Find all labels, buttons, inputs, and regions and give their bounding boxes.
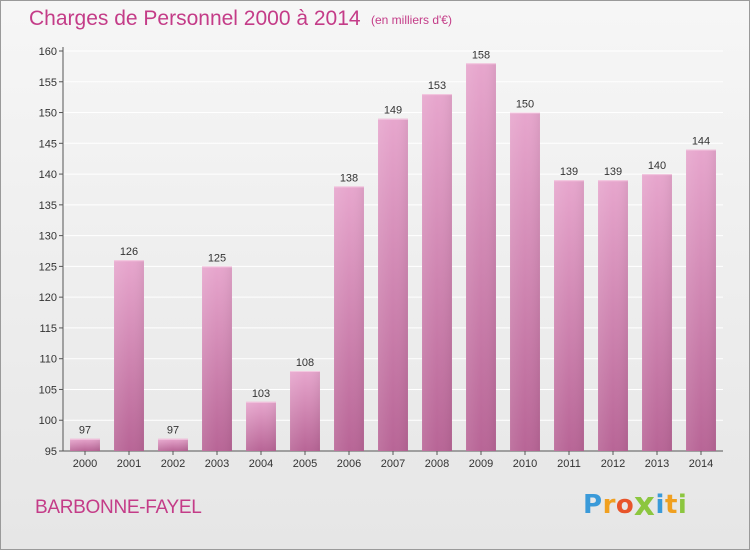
bar-shine xyxy=(158,438,188,451)
x-tick-label: 2008 xyxy=(425,458,449,470)
value-label: 138 xyxy=(340,172,358,184)
chart-title: Charges de Personnel 2000 à 2014 xyxy=(29,7,361,30)
y-tick-label: 95 xyxy=(45,446,57,458)
bar-shine xyxy=(642,174,672,452)
y-tick-label: 155 xyxy=(39,77,57,89)
value-label: 140 xyxy=(648,160,666,172)
tick-labels: 95 100 105 110 115 120 125 130 135 140 145 150 155 16… xyxy=(39,46,714,470)
logo-letter: i xyxy=(677,490,688,520)
chart-subtitle: (en milliers d'€) xyxy=(371,13,452,27)
y-tick-label: 160 xyxy=(39,46,57,58)
logo-letter: o xyxy=(615,490,635,520)
value-label: 97 xyxy=(167,425,179,437)
value-labels: 97 126 97 125 103 108 138 149 153 158 150 139 139 140… xyxy=(79,49,710,436)
x-tick-label: 2010 xyxy=(513,458,537,470)
x-tick-label: 2004 xyxy=(249,458,273,470)
value-label: 103 xyxy=(252,388,270,400)
y-tick-label: 110 xyxy=(39,354,57,366)
bar-shine xyxy=(510,112,540,452)
bar-shine xyxy=(686,149,716,451)
value-label: 150 xyxy=(516,99,534,111)
bars xyxy=(70,63,716,452)
value-label: 139 xyxy=(560,166,578,178)
x-tick-label: 2007 xyxy=(381,458,405,470)
y-tick-label: 150 xyxy=(39,108,57,120)
value-label: 125 xyxy=(208,252,226,264)
y-tick-label: 120 xyxy=(39,292,57,304)
place-name: BARBONNE-FAYEL xyxy=(35,497,202,518)
x-tick-label: 2014 xyxy=(689,458,713,470)
x-tick-label: 2002 xyxy=(161,458,185,470)
logo-letter: P xyxy=(583,490,603,520)
bar-shine xyxy=(378,118,408,451)
value-label: 97 xyxy=(79,425,91,437)
logo-letter: r xyxy=(602,490,616,520)
logo-letter: i xyxy=(655,490,665,520)
bar-shine xyxy=(422,94,452,452)
logo-letter: x xyxy=(634,486,656,524)
x-tick-label: 2001 xyxy=(117,458,141,470)
value-label: 144 xyxy=(692,135,710,147)
value-label: 139 xyxy=(604,166,622,178)
x-tick-label: 2005 xyxy=(293,458,317,470)
bar-shine xyxy=(334,186,364,451)
proxiti-logo: Proxiti xyxy=(583,486,688,524)
value-label: 126 xyxy=(120,246,138,258)
y-tick-label: 100 xyxy=(39,415,57,427)
x-tick-label: 2003 xyxy=(205,458,229,470)
bar-shine xyxy=(202,266,232,451)
logo-letter: t xyxy=(664,490,678,520)
value-label: 149 xyxy=(384,105,402,117)
value-label: 153 xyxy=(428,80,446,92)
x-tick-label: 2000 xyxy=(73,458,97,470)
y-tick-label: 105 xyxy=(39,384,57,396)
bar-shine xyxy=(554,180,584,451)
bar-shine xyxy=(290,371,320,451)
value-label: 108 xyxy=(296,357,314,369)
x-tick-label: 2009 xyxy=(469,458,493,470)
bar-shine xyxy=(598,180,628,451)
bar-shine xyxy=(246,401,276,451)
y-tick-label: 130 xyxy=(39,231,57,243)
x-tick-label: 2012 xyxy=(601,458,625,470)
bar-shine xyxy=(466,63,496,452)
x-tick-label: 2006 xyxy=(337,458,361,470)
value-label: 158 xyxy=(472,49,490,61)
y-tick-label: 135 xyxy=(39,200,57,212)
y-tick-label: 145 xyxy=(39,138,57,150)
y-tick-label: 140 xyxy=(39,169,57,181)
y-tick-label: 125 xyxy=(39,261,57,273)
bar-shine xyxy=(114,260,144,451)
x-tick-label: 2011 xyxy=(557,458,581,470)
x-tick-label: 2013 xyxy=(645,458,669,470)
y-tick-label: 115 xyxy=(39,323,57,335)
bar-shine xyxy=(70,438,100,451)
